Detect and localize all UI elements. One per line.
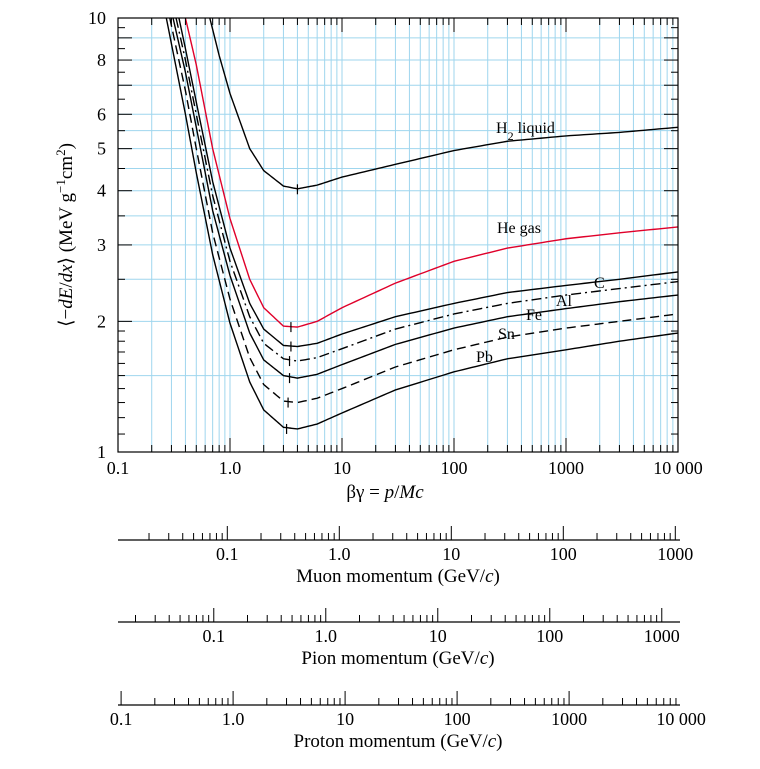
y-tick-label: 1 [97,442,106,462]
momentum-axis-proton-tick-label: 1.0 [222,709,245,729]
label-he-gas: He gas [497,220,541,237]
x-axis-title: βγ = p/Mc [346,482,424,503]
momentum-axis-muon-title: Muon momentum (GeV/c) [296,566,500,587]
momentum-axis-pion-tick-label: 1000 [644,626,680,646]
momentum-axis-proton-title: Proton momentum (GeV/c) [294,731,503,752]
y-tick-label: 5 [97,139,106,159]
momentum-axis-pion-title: Pion momentum (GeV/c) [301,648,494,669]
momentum-axis-pion-tick-label: 100 [536,626,563,646]
momentum-axes: 0.1 1.0 10 100 1000 Muon momentum (GeV/c) 0.1 1… [110,526,706,752]
label-c: C [594,275,605,292]
momentum-axis-proton-tick-label: 10 000 [656,709,706,729]
momentum-axis-muon-tick-label: 0.1 [216,544,239,564]
series-line-sn [169,17,679,404]
x-tick-label: 0.1 [107,458,130,478]
momentum-axis-proton-tick-label: 100 [444,709,471,729]
x-tick-label: 100 [441,458,468,478]
series-line-c [178,17,679,348]
momentum-axis-pion-tick-label: 10 [429,626,447,646]
momentum-axis-muon-tick-label: 1000 [657,544,693,564]
series-line-pb [165,17,679,430]
grid [117,17,678,453]
momentum-axis-muon-tick-label: 10 [442,544,460,564]
momentum-axis-muon-tick-label: 100 [550,544,577,564]
x-tick-label: 10 000 [653,458,703,478]
series-line-he-gas [184,17,679,328]
y-tick-label: 6 [97,104,106,124]
momentum-axis-proton-tick-label: 10 [336,709,354,729]
main-axes [117,17,679,453]
y-axis-title: ⟨−dE/dx⟩ (MeV g−1cm2) [53,143,78,327]
y-tick-label: 10 [88,8,106,28]
momentum-axis-proton-tick-label: 1000 [551,709,587,729]
label-al: Al [556,293,573,310]
label-fe: Fe [526,307,542,324]
momentum-axis-pion-tick-label: 1.0 [315,626,338,646]
x-tick-label: 1.0 [219,458,242,478]
curves [165,17,679,430]
tick-labels: 0.1 1.0 10 100 1000 10 000 1 2 3 4 5 6 8 10 [88,8,703,478]
momentum-axis-muon-tick-label: 1.0 [328,544,351,564]
y-tick-label: 8 [97,50,106,70]
plot-frame [117,17,679,453]
y-tick-label: 4 [97,181,106,201]
momentum-axis-proton-tick-label: 0.1 [110,709,133,729]
y-tick-label: 2 [97,311,106,331]
x-tick-label: 10 [333,458,351,478]
series-line-h2-liquid [209,17,679,190]
label-pb: Pb [476,349,493,366]
label-sn: Sn [498,326,515,343]
x-tick-label: 1000 [548,458,584,478]
y-tick-label: 3 [97,235,106,255]
minimum-markers [285,184,299,434]
series-line-al [175,17,679,362]
series-line-fe [172,17,679,379]
momentum-axis-pion-tick-label: 0.1 [203,626,226,646]
